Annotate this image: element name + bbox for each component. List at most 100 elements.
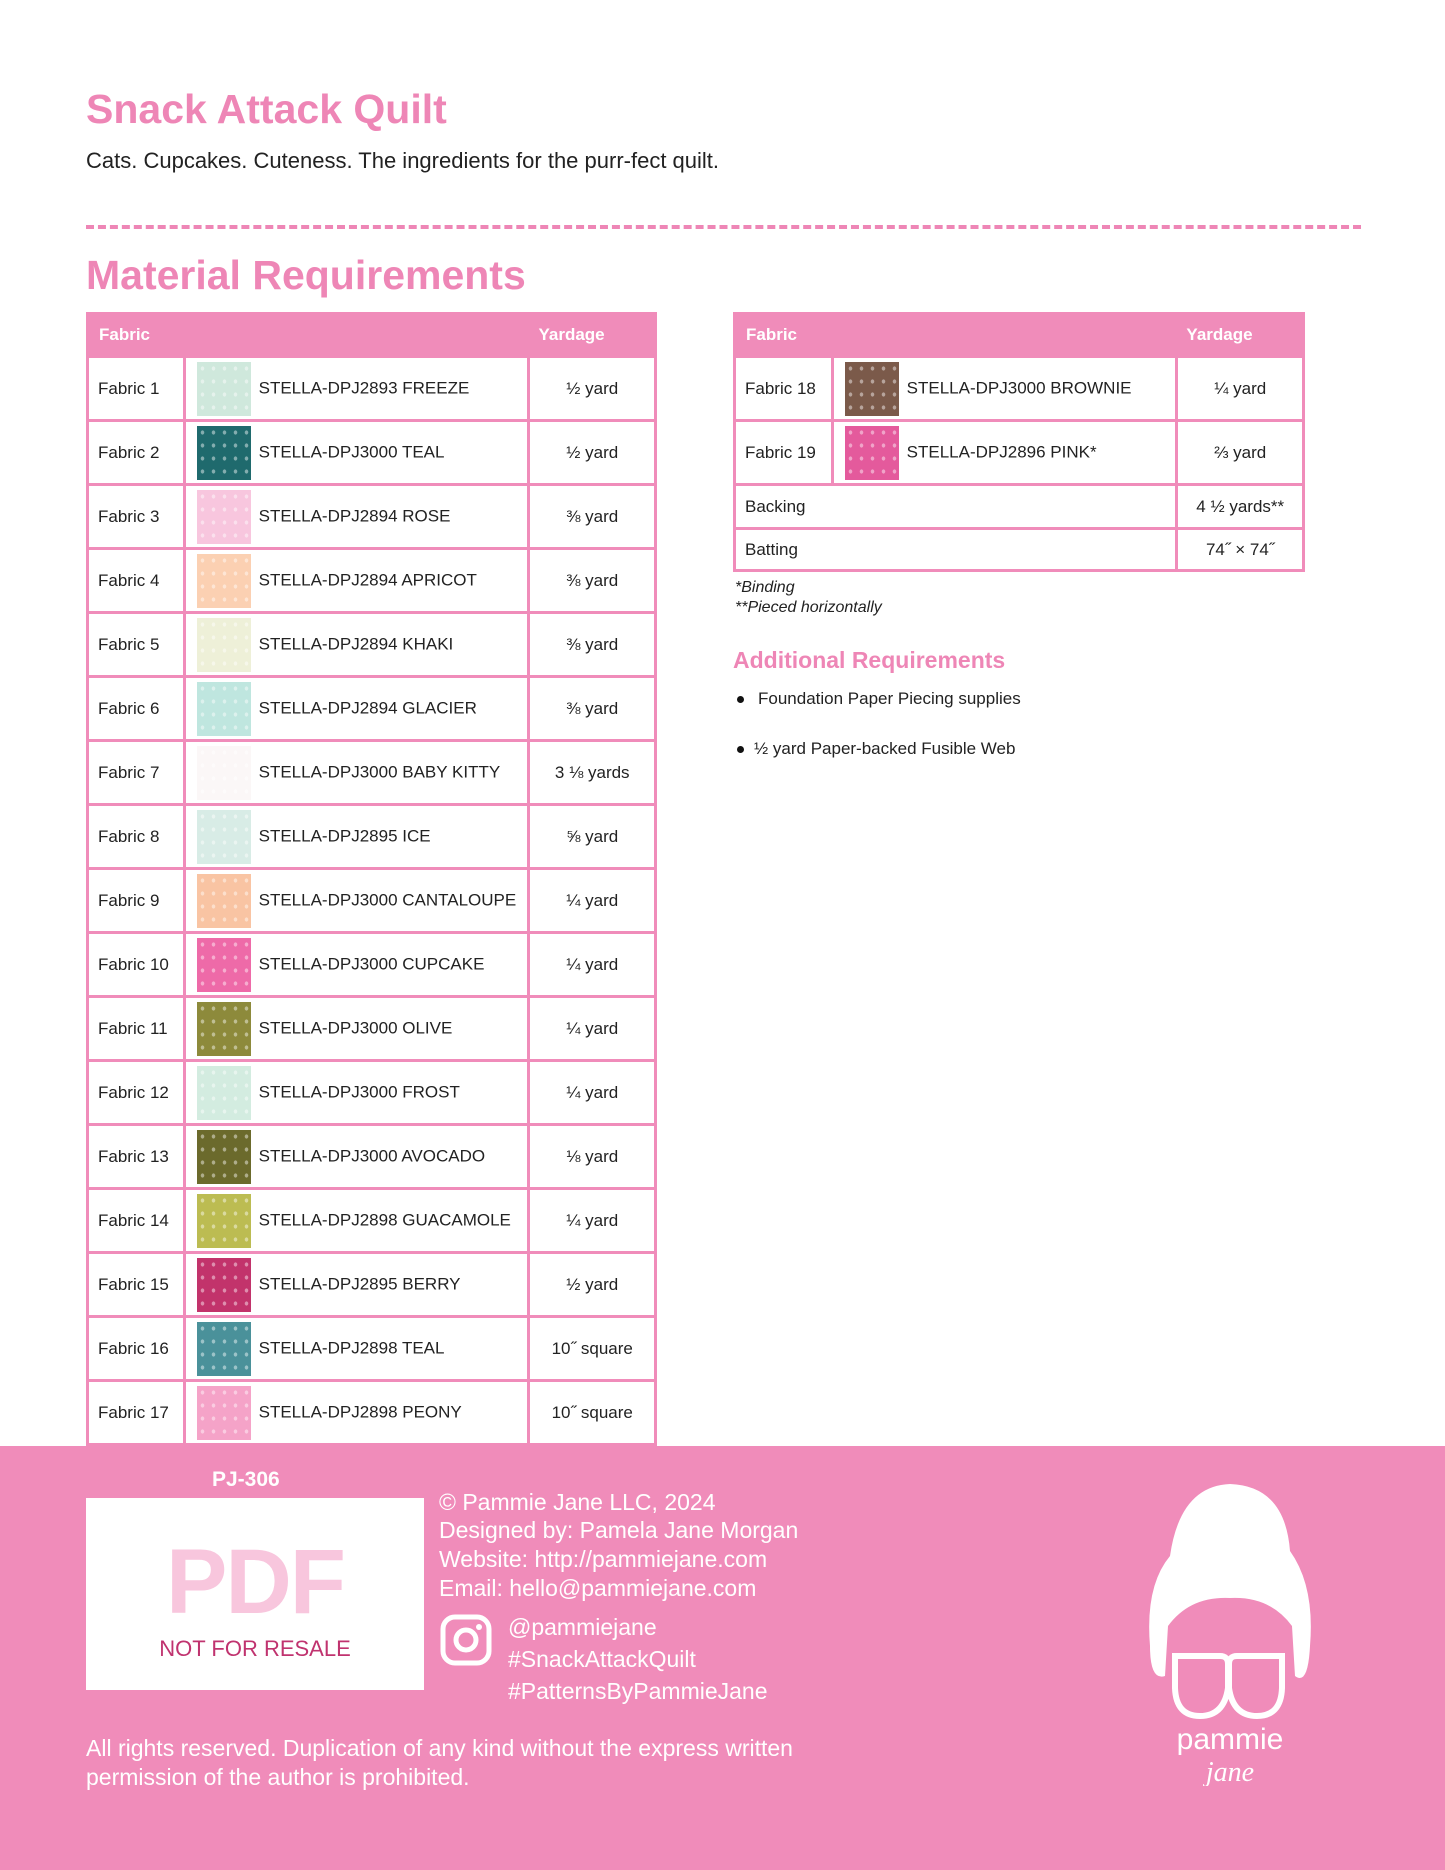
fabric-name-cell: STELLA-DPJ3000 OLIVE [182,995,531,1062]
table-row: Fabric 9 STELLA-DPJ3000 CANTALOUPE ¼ yar… [86,867,657,934]
fabric-name: STELLA-DPJ3000 BABY KITTY [258,761,501,781]
table-row: Fabric 8 STELLA-DPJ2895 ICE ⅝ yard [86,803,657,870]
fabric-label: Fabric 19 [733,419,834,486]
table-row: Fabric 15 STELLA-DPJ2895 BERRY ½ yard [86,1251,657,1318]
fabric-name-cell: STELLA-DPJ3000 AVOCADO [182,1123,531,1190]
fabric-yardage: ¼ yard [527,995,657,1062]
logo-text-jane: jane [1203,1757,1254,1786]
fabric-yardage: ¼ yard [527,1059,657,1126]
fabric-name: STELLA-DPJ2894 ROSE [258,505,451,525]
fabric-name-cell: STELLA-DPJ3000 CANTALOUPE [182,867,531,934]
fabric-name-cell: STELLA-DPJ2898 GUACAMOLE [182,1187,531,1254]
hashtag-quilt: #SnackAttackQuilt [508,1646,696,1672]
fabric-swatch [196,425,251,480]
table-row: Fabric 17 STELLA-DPJ2898 PEONY 10˝ squar… [86,1379,657,1446]
fabric-label: Fabric 18 [733,355,834,422]
fabric-label: Fabric 12 [86,1059,186,1126]
fabric-label: Fabric 7 [86,739,186,806]
rights-notice: All rights reserved. Duplication of any … [86,1735,793,1790]
fabric-swatch [844,425,899,480]
fabric-yardage: ¼ yard [1175,355,1305,422]
list-item-text: ½ yard Paper-backed Fusible Web [754,739,1016,758]
hashtag-patterns: #PatternsByPammieJane [508,1678,768,1704]
fabric-swatch [196,1129,251,1184]
instagram-icon [440,1614,492,1666]
fabric-name: STELLA-DPJ2895 ICE [258,825,431,845]
fabric-yardage: ⅜ yard [527,675,657,742]
table-row: Fabric 16 STELLA-DPJ2898 TEAL 10˝ square [86,1315,657,1382]
fabric-name-cell: STELLA-DPJ3000 FROST [182,1059,531,1126]
fabric-name: STELLA-DPJ3000 AVOCADO [258,1145,486,1165]
table-row: Fabric 11 STELLA-DPJ3000 OLIVE ¼ yard [86,995,657,1062]
fabric-name: STELLA-DPJ2898 PEONY [258,1401,462,1421]
fabric-swatch [196,617,251,672]
fabric-label: Fabric 1 [86,355,186,422]
table-row: Fabric 5 STELLA-DPJ2894 KHAKI ⅜ yard [86,611,657,678]
fabric-yardage: ⅜ yard [527,483,657,550]
fabric-name-cell: STELLA-DPJ2896 PINK* [830,419,1179,486]
pdf-label: PDF [166,1531,346,1633]
fabric-name: STELLA-DPJ2896 PINK* [906,441,1097,461]
fabric-swatch [196,681,251,736]
fabric-swatch [196,489,251,544]
email-link[interactable]: Email: hello@pammiejane.com [439,1575,757,1601]
fabric-name-cell: STELLA-DPJ3000 BROWNIE [830,355,1179,422]
fabric-name: STELLA-DPJ2894 KHAKI [258,633,454,653]
pattern-code: PJ-306 [212,1468,280,1491]
fabric-swatch [196,809,251,864]
fabric-name: STELLA-DPJ3000 CUPCAKE [258,953,485,973]
fabric-label: Fabric 9 [86,867,186,934]
fabric-swatch [196,553,251,608]
fabric-label: Fabric 3 [86,483,186,550]
fabric-yardage: ⅔ yard [1175,419,1305,486]
extra-label: Batting [732,527,1179,572]
fabric-name: STELLA-DPJ3000 FROST [258,1081,460,1101]
fabric-yardage: ½ yard [527,1251,657,1318]
website-link[interactable]: Website: http://pammiejane.com [439,1546,768,1572]
table-row: Fabric 1 STELLA-DPJ2893 FREEZE ½ yard [86,355,657,422]
additional-title: Additional Requirements [733,647,1006,673]
fabric-swatch [196,873,251,928]
fabric-table-right: Fabric Yardage Fabric 18 STELLA-DPJ3000 … [732,312,1305,572]
fabric-name-cell: STELLA-DPJ2894 ROSE [182,483,531,550]
fabric-name: STELLA-DPJ3000 CANTALOUPE [258,889,517,909]
fabric-swatch [196,1001,251,1056]
fabric-label: Fabric 8 [86,803,186,870]
header-fabric: Fabric [732,312,1179,358]
table-row: Backing 4 ½ yards** [732,483,1305,530]
pammie-jane-logo: pammie jane [1149,1484,1311,1786]
extra-yardage: 4 ½ yards** [1175,483,1305,530]
table-row: Fabric 18 STELLA-DPJ3000 BROWNIE ¼ yard [733,355,1305,422]
list-item-text: Foundation Paper Piecing supplies [758,689,1021,708]
fabric-yardage: ¼ yard [527,931,657,998]
fabric-swatch [844,361,899,416]
fabric-swatch [196,1065,251,1120]
fabric-name: STELLA-DPJ2895 BERRY [258,1273,461,1293]
fabric-name-cell: STELLA-DPJ2895 ICE [182,803,531,870]
fabric-yardage: ¼ yard [527,867,657,934]
pdf-badge: PDF NOT FOR RESALE [86,1498,424,1690]
bullet-icon [737,746,744,754]
fabric-swatch [196,745,251,800]
fabric-name-cell: STELLA-DPJ2894 APRICOT [182,547,531,614]
designer: Designed by: Pamela Jane Morgan [439,1517,799,1543]
fabric-label: Fabric 10 [86,931,186,998]
header-fabric: Fabric [85,312,531,358]
bullet-icon [737,696,744,704]
fabric-label: Fabric 13 [86,1123,186,1190]
fabric-label: Fabric 11 [86,995,186,1062]
logo-text-pammie: pammie [1177,1723,1284,1756]
fabric-yardage: 10˝ square [527,1315,657,1382]
table-row: Batting 74˝ × 74˝ [732,527,1305,572]
table-row: Fabric 14 STELLA-DPJ2898 GUACAMOLE ¼ yar… [86,1187,657,1254]
instagram-handle[interactable]: @pammiejane [508,1614,657,1640]
not-for-resale: NOT FOR RESALE [159,1636,351,1661]
fabric-label: Fabric 16 [86,1315,186,1382]
fabric-name-cell: STELLA-DPJ2898 PEONY [182,1379,531,1446]
fabric-yardage: 10˝ square [527,1379,657,1446]
section-title: Material Requirements [86,252,526,298]
fabric-name: STELLA-DPJ2898 TEAL [258,1337,445,1357]
fabric-label: Fabric 14 [86,1187,186,1254]
fabric-name-cell: STELLA-DPJ2894 GLACIER [182,675,531,742]
fabric-yardage: ½ yard [527,355,657,422]
